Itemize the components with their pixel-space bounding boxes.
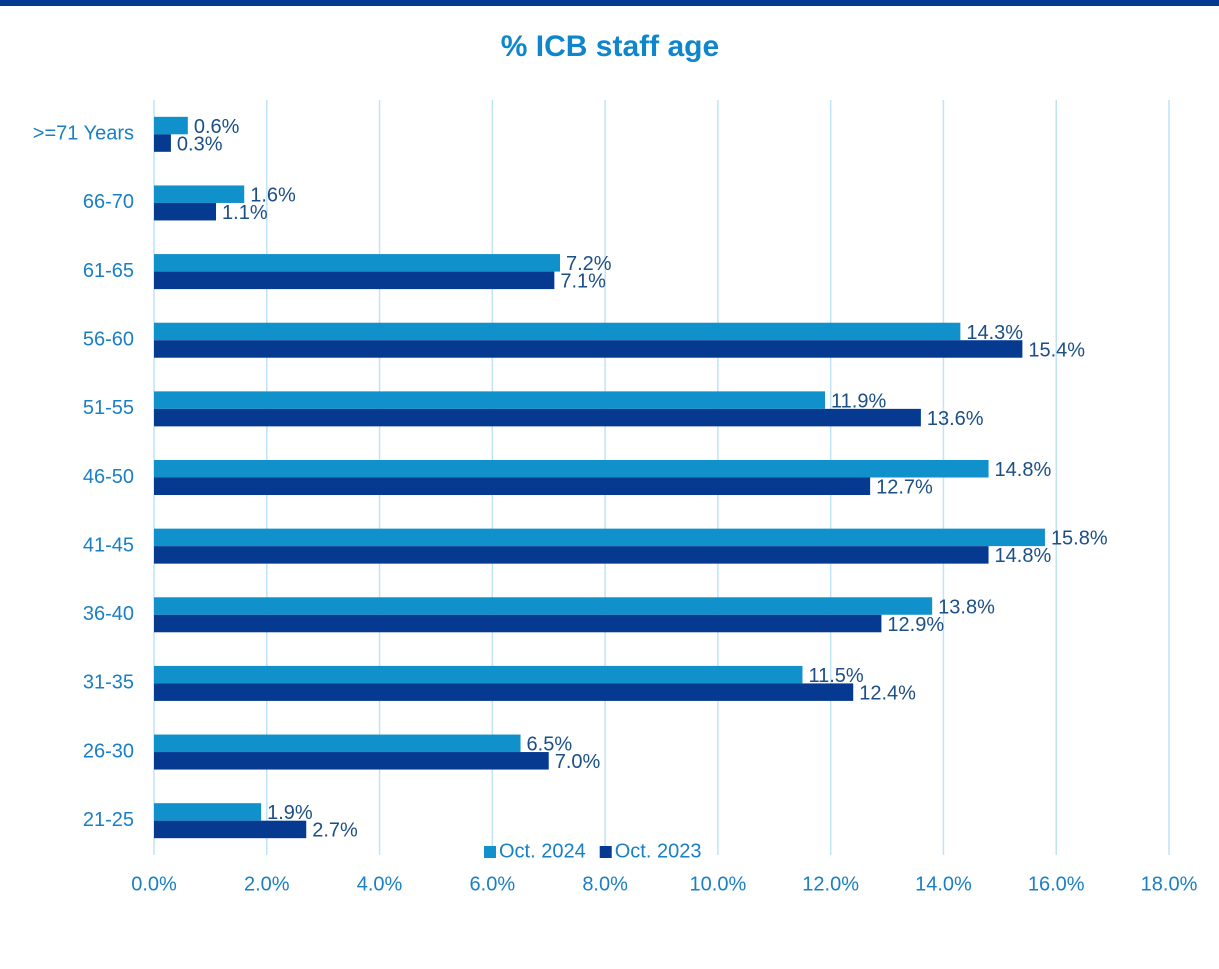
bar — [154, 546, 989, 564]
value-label: 2.7% — [312, 820, 358, 842]
value-label: 12.4% — [859, 682, 916, 704]
y-tick-label: 56-60 — [83, 329, 134, 351]
bar — [154, 340, 1023, 358]
value-label: 14.8% — [995, 459, 1052, 481]
bar — [154, 391, 826, 409]
y-tick-label: 51-55 — [83, 397, 134, 419]
top-band — [0, 0, 1219, 6]
bar — [154, 665, 803, 684]
bar — [154, 322, 961, 341]
y-tick-label: 31-35 — [83, 672, 134, 694]
x-tick-label: 8.0% — [582, 873, 628, 895]
bar — [154, 683, 854, 701]
value-label: 0.6% — [194, 116, 240, 138]
y-tick-label: >=71 Years — [33, 123, 134, 145]
value-label: 7.1% — [560, 271, 606, 293]
legend-swatch — [484, 846, 496, 858]
legend-swatch — [599, 846, 612, 858]
bar — [154, 597, 933, 615]
bar — [154, 185, 245, 203]
x-tick-label: 2.0% — [244, 873, 290, 895]
x-tick-label: 16.0% — [1028, 873, 1085, 895]
bar — [154, 803, 262, 821]
y-tick-label: 21-25 — [83, 809, 134, 831]
y-tick-label: 41-45 — [83, 534, 134, 556]
bar — [154, 271, 555, 290]
bar — [154, 734, 521, 753]
y-tick-label: 61-65 — [83, 260, 134, 282]
y-tick-label: 66-70 — [83, 191, 134, 213]
value-label: 14.8% — [995, 545, 1052, 567]
bar — [154, 614, 882, 633]
y-tick-label: 26-30 — [83, 740, 134, 762]
value-label: 14.3% — [966, 322, 1023, 344]
value-label: 7.2% — [566, 253, 612, 275]
bar — [154, 460, 989, 478]
value-label: 12.9% — [887, 614, 944, 636]
value-label: 1.1% — [222, 202, 268, 224]
bar — [154, 116, 188, 135]
value-label: 7.0% — [555, 751, 601, 773]
y-tick-label: 36-40 — [83, 603, 134, 625]
value-label: 11.9% — [831, 390, 886, 412]
legend-label: Oct. 2024 — [499, 840, 586, 862]
x-tick-label: 14.0% — [915, 873, 972, 895]
value-label: 12.7% — [876, 477, 933, 499]
value-label: 1.9% — [267, 802, 313, 824]
x-tick-label: 0.0% — [131, 873, 177, 895]
x-tick-label: 10.0% — [690, 873, 747, 895]
bar — [154, 254, 560, 272]
legend-label: Oct. 2023 — [615, 840, 702, 862]
value-label: 13.8% — [938, 596, 995, 618]
bar — [154, 202, 217, 221]
value-label: 11.5% — [808, 665, 863, 687]
y-tick-label: 46-50 — [83, 466, 134, 488]
value-label: 15.8% — [1051, 528, 1108, 550]
bar — [154, 134, 171, 152]
x-tick-label: 4.0% — [357, 873, 403, 895]
bar — [154, 528, 1045, 547]
bar — [154, 408, 921, 427]
value-label: 6.5% — [527, 734, 573, 756]
value-label: 15.4% — [1028, 339, 1085, 361]
chart-title: % ICB staff age — [501, 30, 719, 63]
value-label: 13.6% — [927, 408, 984, 430]
x-tick-label: 12.0% — [802, 873, 859, 895]
x-tick-label: 6.0% — [470, 873, 516, 895]
value-label: 1.6% — [250, 184, 296, 206]
bar — [154, 752, 549, 770]
x-tick-label: 18.0% — [1141, 873, 1198, 895]
value-label: 0.3% — [177, 133, 223, 155]
bar — [154, 820, 307, 839]
bar — [154, 477, 871, 495]
